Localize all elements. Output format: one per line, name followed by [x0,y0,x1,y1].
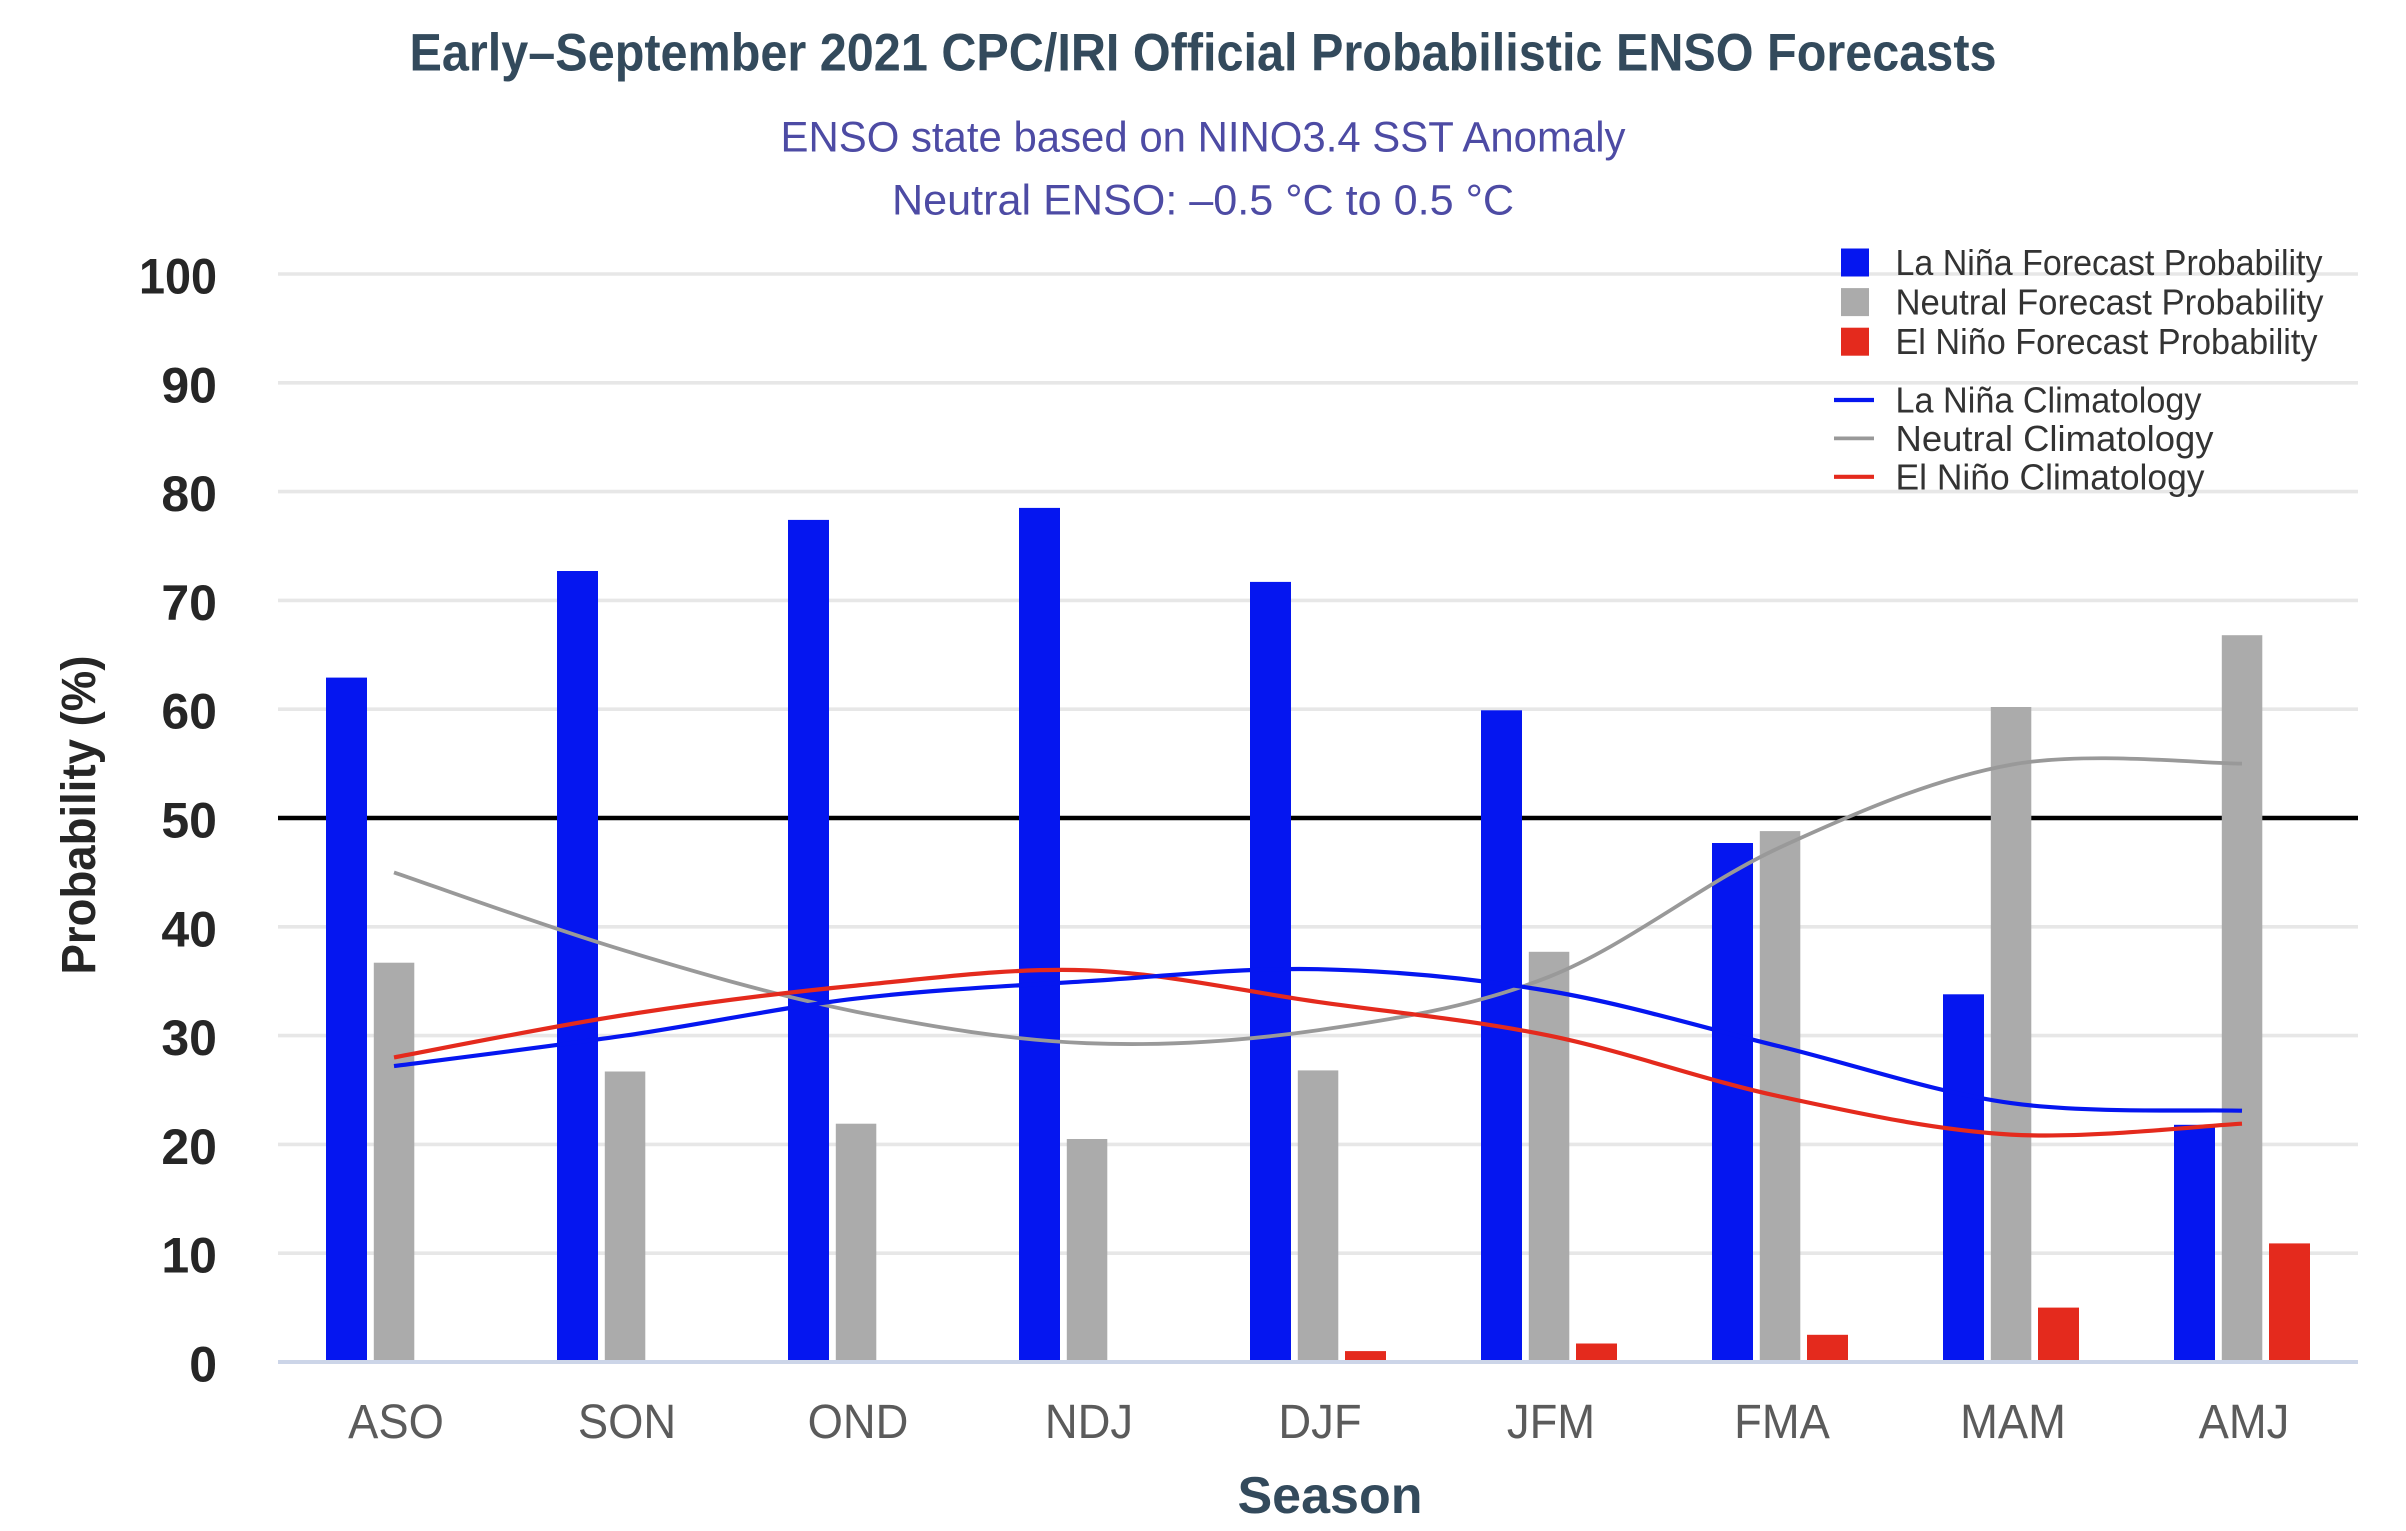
svg-text:ASO: ASO [348,1396,444,1449]
svg-text:100: 100 [139,249,217,305]
svg-text:Neutral Climatology: Neutral Climatology [1896,418,2214,459]
svg-text:50: 50 [161,793,217,849]
svg-text:El Niño Climatology: El Niño Climatology [1896,456,2205,497]
svg-text:DJF: DJF [1278,1396,1361,1449]
svg-text:60: 60 [161,684,217,740]
svg-text:ENSO state based on NINO3.4 SS: ENSO state based on NINO3.4 SST Anomaly [781,114,1626,162]
svg-text:20: 20 [161,1119,217,1175]
svg-text:FMA: FMA [1734,1396,1830,1449]
svg-text:10: 10 [161,1228,217,1284]
svg-text:El Niño Forecast Probability: El Niño Forecast Probability [1896,321,2318,362]
svg-text:90: 90 [161,357,217,413]
svg-text:SON: SON [578,1396,676,1449]
svg-text:OND: OND [808,1396,909,1449]
svg-text:80: 80 [161,466,217,522]
svg-text:MAM: MAM [1960,1396,2066,1449]
svg-text:40: 40 [161,901,217,957]
svg-text:70: 70 [161,575,217,631]
svg-text:La Niña Forecast Probability: La Niña Forecast Probability [1896,242,2323,283]
svg-text:AMJ: AMJ [2199,1396,2290,1449]
svg-text:Probability (%): Probability (%) [53,656,106,975]
svg-text:0: 0 [189,1337,217,1393]
svg-text:Neutral Forecast Probability: Neutral Forecast Probability [1896,282,2324,323]
svg-text:30: 30 [161,1010,217,1066]
svg-text:JFM: JFM [1507,1396,1595,1449]
svg-text:Neutral ENSO: –0.5 °C to 0.5 °: Neutral ENSO: –0.5 °C to 0.5 °C [892,177,1514,225]
svg-text:La Niña Climatology: La Niña Climatology [1896,380,2202,421]
svg-text:Season: Season [1238,1467,1423,1525]
svg-text:Early–September 2021 CPC/IRI O: Early–September 2021 CPC/IRI Official Pr… [410,24,1997,83]
svg-text:NDJ: NDJ [1045,1396,1133,1449]
